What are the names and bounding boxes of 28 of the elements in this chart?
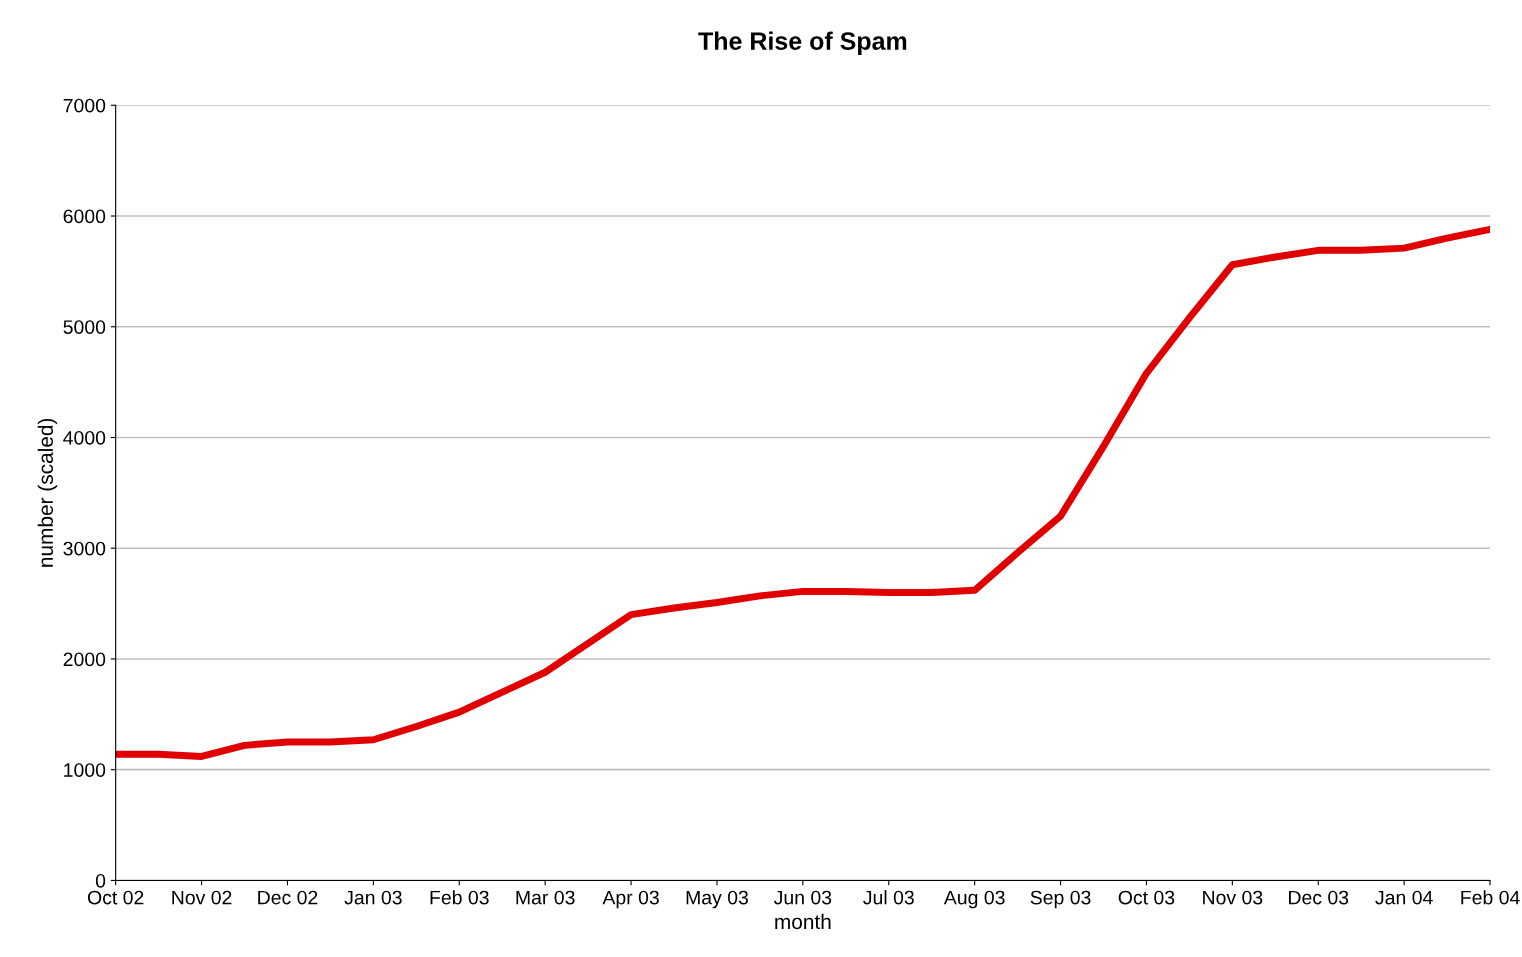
- x-tick-label: Mar 03: [516, 890, 575, 905]
- y-tick-label: 2000: [63, 652, 106, 667]
- y-axis-title: number (scaled): [37, 418, 58, 567]
- x-tick-label: Jun 03: [773, 890, 832, 905]
- x-tick-label: Jan 04: [1375, 890, 1433, 905]
- x-axis-title: month: [775, 913, 831, 930]
- y-tick-label: 3000: [63, 541, 106, 556]
- x-tick-label: Jan 03: [344, 890, 402, 905]
- x-tick-label: Oct 03: [1118, 890, 1175, 905]
- x-tick-label: May 03: [686, 890, 748, 909]
- x-tick-label: Sep 03: [1030, 890, 1091, 909]
- x-tick-label: Dec 02: [258, 890, 318, 905]
- x-tick-label: Jul 03: [863, 890, 914, 905]
- x-tick-label: Apr 03: [602, 890, 659, 909]
- y-tick-label: 0: [95, 873, 106, 888]
- x-tick-label: Oct 02: [87, 890, 144, 905]
- y-tick-label: 1000: [64, 763, 106, 777]
- x-tick-label: Feb 03: [430, 890, 489, 905]
- chart-title: The Rise of Spam: [698, 31, 907, 55]
- y-tick-label: 4000: [63, 430, 106, 445]
- x-tick-label: Aug 03: [943, 890, 1005, 909]
- y-tick-label: 6000: [63, 209, 106, 224]
- x-tick-label: Nov 03: [1203, 890, 1263, 905]
- x-tick-label: Dec 03: [1289, 890, 1349, 905]
- x-tick-label: Nov 02: [172, 890, 232, 905]
- y-tick-label: 7000: [63, 98, 106, 113]
- x-tick-label: Feb 04: [1461, 890, 1520, 905]
- y-tick-label: 5000: [63, 320, 106, 334]
